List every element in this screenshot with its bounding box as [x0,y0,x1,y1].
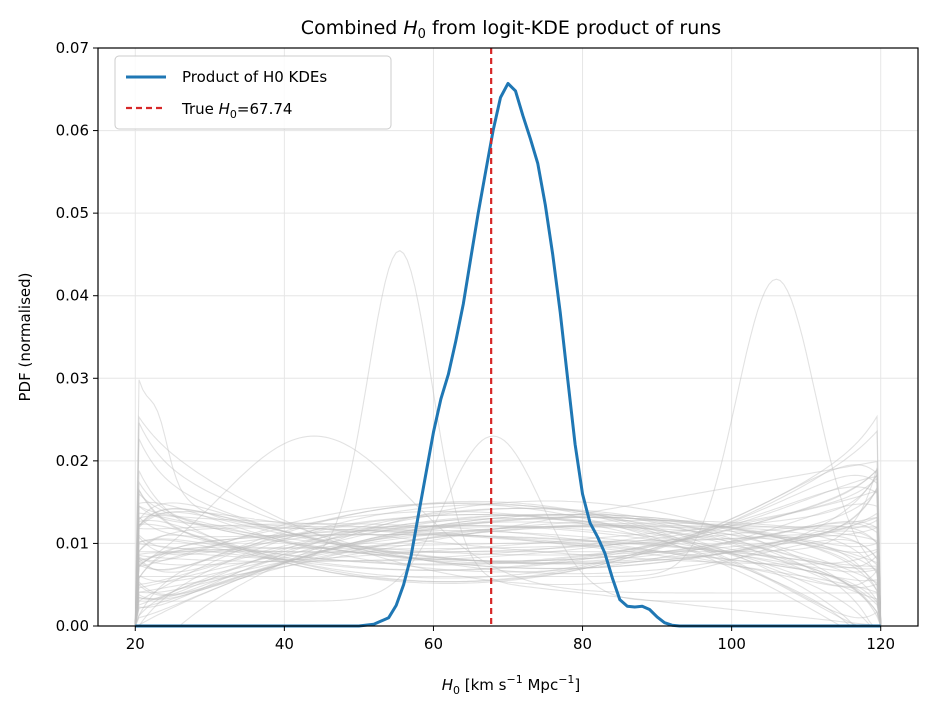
run-kde-curve [134,514,882,627]
product-series-group [135,82,881,628]
run-kde-curve [134,521,882,627]
run-kde-curve [134,525,882,627]
individual-run-kdes [134,250,882,627]
run-kde-curve [134,510,882,627]
run-kde-curve [134,516,882,627]
run-kde-curve [134,513,882,627]
run-kde-curve [134,524,882,627]
run-kde-curve [134,507,882,627]
x-axis-label: H0 [km s−1 Mpc−1] [442,673,581,697]
run-kde-curve [134,508,882,627]
run-kde-curve [134,490,882,627]
run-kde-curve [134,527,882,627]
run-kde-curve [134,477,882,627]
run-kde-curve [134,474,882,627]
run-kde-curve [134,460,882,627]
run-kde-curve [135,504,881,627]
chart-title: Combined H0 from logit-KDE product of ru… [301,17,721,42]
run-kde-curve [134,513,882,627]
y-tick-label: 0.04 [56,287,89,305]
run-kde-curve [134,526,882,627]
run-kde-curve [134,467,882,627]
y-ticks: 0.00 0.01 0.02 0.03 0.04 0.05 0.06 0.07 [56,39,98,635]
run-kde-curve [134,511,882,627]
run-kde-curve [134,502,881,627]
x-tick-label: 20 [126,635,145,653]
run-kde-curve [134,379,882,627]
run-kde-curve [134,515,882,627]
run-kde-curve [134,514,881,627]
x-tick-label: 80 [573,635,592,653]
y-tick-label: 0.03 [56,369,89,387]
run-kde-curve [134,500,882,627]
run-kde-curve [134,502,882,627]
run-kde-curve [134,517,882,627]
y-tick-label: 0.00 [56,617,89,635]
run-kde-curve [134,505,882,627]
run-kde-curve [134,505,882,627]
legend: Product of H0 KDEs True H0=67.74 [114,55,392,130]
run-kde-curve [134,492,882,627]
run-kde-curve [134,516,882,627]
run-kde-curve [134,435,882,627]
run-kde-curve [134,278,882,627]
x-tick-label: 120 [866,635,895,653]
x-tick-label: 60 [424,635,443,653]
run-kde-curve [134,502,881,627]
run-kde-curve [134,435,882,627]
run-kde-curve [135,513,882,627]
y-tick-label: 0.01 [56,534,89,552]
run-kde-curve [134,525,882,627]
run-kde-curve [134,468,882,627]
run-kde-curve [134,513,882,627]
y-axis-label: PDF (normalised) [16,273,34,402]
legend-box [114,55,392,130]
run-kde-curve [134,526,882,627]
run-kde-curve [134,468,882,627]
run-kde-curve [134,438,882,627]
run-kde-curve [134,415,882,627]
y-tick-label: 0.07 [56,39,89,57]
y-tick-label: 0.06 [56,122,89,140]
run-kde-curve [134,480,882,627]
x-ticks: 20 40 60 80 100 120 [126,626,895,653]
legend-product-label: Product of H0 KDEs [182,68,327,86]
run-kde-curve [134,516,882,627]
x-tick-label: 40 [275,635,294,653]
run-kde-curve [134,507,881,627]
run-kde-curve [134,510,881,627]
axes-frame [97,47,919,627]
run-kde-curve [134,501,882,627]
run-kde-curve [134,519,882,627]
run-kde-curve [134,422,882,627]
run-kde-curve [134,533,882,627]
run-kde-curve [134,524,882,627]
legend-true-h0-label: True H0=67.74 [181,100,292,121]
run-kde-curve [134,534,882,627]
y-tick-label: 0.02 [56,452,89,470]
y-tick-label: 0.05 [56,204,89,222]
run-kde-curve [134,524,882,627]
run-kde-curve [134,522,882,627]
run-kde-curve [134,485,882,627]
run-kde-curve [134,429,882,627]
x-tick-label: 100 [717,635,746,653]
run-kde-curve [134,514,882,627]
run-kde-curve [134,486,882,627]
run-kde-curve [134,489,882,627]
run-kde-curve [135,500,882,627]
run-kde-curve [134,473,882,627]
run-kde-curve [134,250,881,627]
run-kde-curve [134,414,882,627]
run-kde-curve [134,529,882,627]
product-kde-line [135,82,881,628]
run-kde-curve [134,523,882,627]
run-kde-curve [134,475,882,627]
run-kde-curve [134,464,882,627]
